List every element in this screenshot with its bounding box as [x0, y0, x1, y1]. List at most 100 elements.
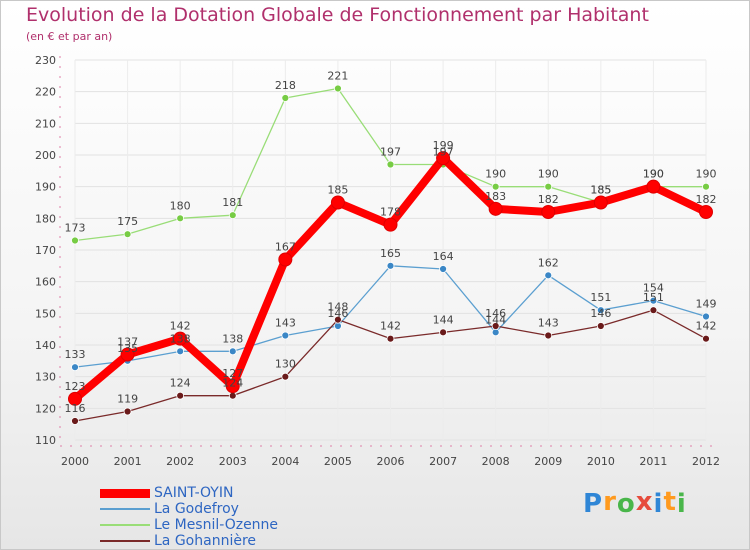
x-tick-label: 2012 [692, 455, 720, 468]
data-labels: 123 137 142 127 167 185 178 199 183 182 185 190 182 1… [65, 70, 717, 416]
proxiti-logo: Proxiti [583, 487, 687, 519]
data-label: 190 [485, 168, 506, 181]
data-label: 162 [538, 256, 559, 269]
x-tick-label: 2002 [166, 455, 194, 468]
data-point [330, 195, 345, 210]
data-label: 197 [380, 146, 401, 159]
legend-swatch [100, 508, 150, 510]
data-label: 167 [275, 241, 296, 254]
legend-label: La Godefroy [154, 501, 239, 517]
logo-letter: r [603, 487, 617, 517]
data-point [176, 214, 185, 223]
data-point [123, 230, 132, 239]
data-point [334, 315, 342, 324]
data-label: 142 [696, 320, 717, 333]
data-point [386, 160, 395, 169]
axes: 110 120 130 140 150 160 170 180 190 200 210 220 230 2… [35, 54, 720, 468]
data-point [176, 391, 185, 400]
data-point [71, 363, 79, 372]
chart-title: Evolution de la Dotation Globale de Fonc… [26, 4, 649, 26]
data-point [596, 306, 605, 315]
data-point [383, 217, 398, 232]
data-label: 148 [327, 301, 348, 314]
data-point [278, 252, 293, 267]
y-tick-label: 130 [35, 371, 56, 384]
data-point [593, 195, 608, 210]
data-label: 137 [117, 336, 138, 349]
data-label: 199 [433, 139, 454, 152]
logo-letter: i [653, 489, 664, 519]
data-label: 175 [117, 215, 138, 228]
data-label: 130 [275, 358, 296, 371]
data-label: 165 [380, 247, 401, 260]
legend-label: SAINT-OYIN [154, 485, 234, 501]
y-tick-label: 120 [35, 402, 56, 415]
data-label: 185 [590, 184, 611, 197]
data-point [176, 347, 185, 356]
data-point [281, 94, 290, 102]
data-point [334, 84, 342, 93]
data-label: 142 [170, 320, 191, 333]
logo-letter: P [583, 489, 604, 519]
x-tick-label: 2000 [61, 455, 89, 468]
y-tick-label: 110 [35, 434, 56, 447]
logo-letter: i [676, 489, 687, 519]
legend-label: Le Mesnil-Ozenne [154, 517, 279, 533]
data-point [228, 347, 237, 356]
data-label: 149 [696, 298, 717, 311]
data-point [71, 417, 79, 425]
data-label: 146 [327, 307, 348, 320]
data-label: 144 [485, 313, 506, 326]
x-tick-label: 2001 [114, 455, 142, 468]
data-point [702, 312, 710, 321]
logo-letter: o [616, 489, 636, 519]
data-point [123, 407, 132, 416]
data-label: 183 [485, 190, 506, 203]
y-tick-label: 230 [35, 54, 56, 67]
data-label: 143 [538, 317, 559, 330]
x-tick-label: 2005 [324, 455, 352, 468]
data-label: 123 [65, 380, 86, 393]
data-point [544, 271, 553, 280]
data-label: 190 [696, 168, 717, 181]
data-point [386, 261, 395, 270]
data-point [491, 322, 500, 330]
logo-letter: x [635, 487, 654, 517]
legend-label: La Gohannière [154, 533, 257, 549]
data-point [541, 205, 556, 219]
data-label: 181 [222, 196, 243, 209]
data-point [436, 151, 451, 166]
data-label: 180 [170, 199, 191, 212]
series-layer [68, 84, 713, 425]
data-label: 154 [643, 282, 664, 295]
chart-subtitle: (en € et par an) [26, 30, 113, 43]
data-point [649, 306, 658, 315]
data-label: 146 [590, 307, 611, 320]
data-point [173, 331, 188, 346]
data-point [699, 205, 713, 219]
data-label: 190 [643, 168, 664, 181]
x-tick-label: 2006 [377, 455, 405, 468]
data-label: 124 [222, 377, 243, 390]
data-label: 142 [380, 320, 401, 333]
x-tick-label: 2007 [429, 455, 457, 468]
data-point [596, 322, 605, 330]
x-tick-label: 2011 [639, 455, 667, 468]
data-label: 185 [327, 184, 348, 197]
data-label: 138 [170, 332, 191, 345]
data-label: 221 [327, 70, 348, 83]
data-label: 124 [170, 377, 191, 390]
data-point [439, 328, 447, 337]
data-label: 116 [65, 402, 86, 415]
data-label: 127 [222, 367, 243, 380]
data-label: 197 [433, 146, 454, 159]
y-tick-label: 200 [35, 149, 56, 162]
data-point [491, 182, 500, 191]
y-tick-label: 210 [35, 117, 56, 130]
data-label: 190 [643, 168, 664, 181]
data-label: 178 [380, 206, 401, 219]
data-label: 182 [696, 193, 717, 206]
data-point [702, 334, 710, 343]
data-point [439, 265, 447, 273]
y-tick-label: 190 [35, 181, 56, 194]
